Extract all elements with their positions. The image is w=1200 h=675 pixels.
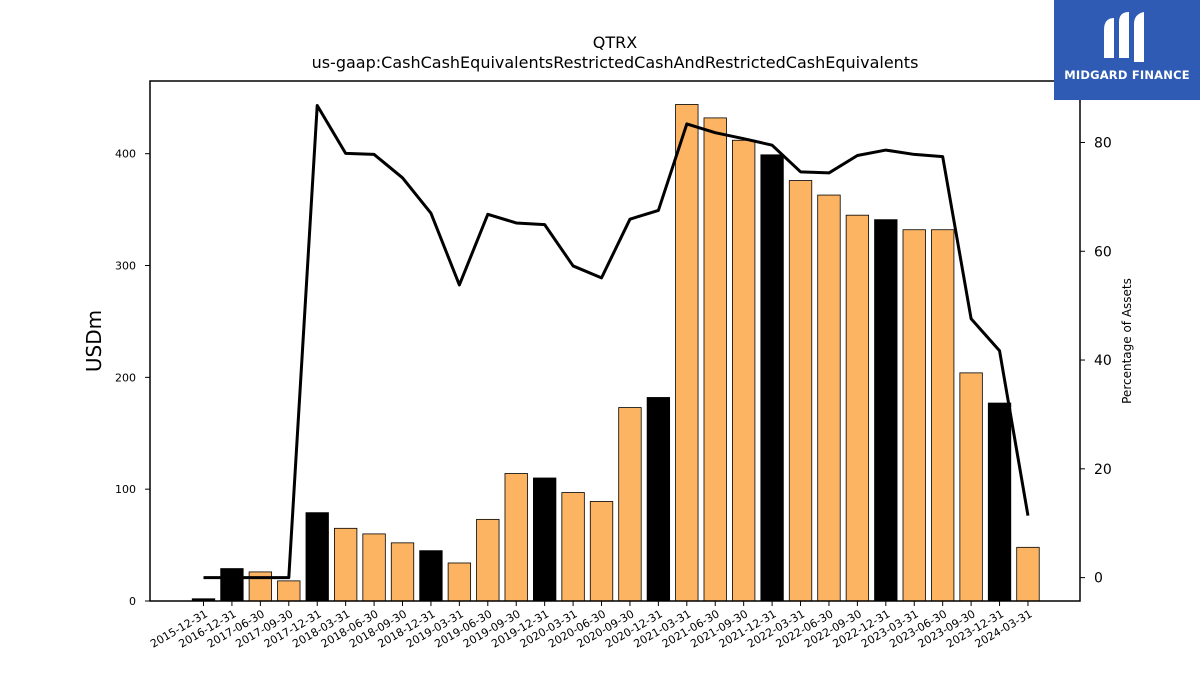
x-axis: 2015-12-312016-12-312017-06-302017-09-30… [148, 601, 1034, 651]
bar-2017-12-31 [305, 512, 329, 602]
chart-subtitle: us-gaap:CashCashEquivalentsRestrictedCas… [312, 53, 919, 72]
bar-2018-09-30 [390, 542, 415, 602]
bar-2021-12-31 [760, 154, 784, 602]
right-y-axis: 0 20 40 60 80 [1080, 135, 1112, 587]
bar-2022-09-30 [845, 214, 870, 602]
y2-tick-label: 20 [1094, 462, 1112, 478]
y-tick-label: 0 [129, 595, 136, 608]
y-tick-label: 300 [115, 260, 136, 273]
y2-tick-label: 80 [1094, 135, 1112, 151]
y-tick-label: 200 [115, 371, 136, 384]
percentage-line [203, 103, 1030, 580]
bar-2023-09-30 [959, 372, 983, 602]
bar-2019-09-30 [504, 473, 528, 602]
bar-2022-03-31 [788, 180, 813, 602]
bar-2021-09-30 [732, 139, 756, 602]
chart-title: QTRX [593, 33, 637, 52]
bar-2019-03-31 [447, 562, 472, 602]
bar-2018-12-31 [419, 550, 443, 602]
bar-2020-03-31 [561, 492, 585, 602]
bar-2020-06-30 [589, 501, 614, 602]
brand-logo: MIDGARD FINANCE [1054, 0, 1200, 100]
bar-2019-06-30 [476, 518, 500, 602]
left-y-axis: 0 100 200 300 400 [115, 148, 150, 608]
y-axis-label: USDm [82, 310, 106, 372]
bar-2023-03-31 [902, 229, 926, 602]
bar-2016-12-31 [220, 568, 244, 602]
bar-2021-06-30 [703, 117, 727, 602]
y2-axis-label: Percentage of Assets [1120, 278, 1134, 404]
logo-text: MIDGARD FINANCE [1064, 68, 1190, 82]
y-tick-label: 100 [115, 483, 136, 496]
bar-2021-03-31 [675, 104, 699, 602]
bar-2022-06-30 [817, 194, 841, 602]
bars-layer [191, 104, 1040, 602]
bar-2018-06-30 [362, 533, 386, 602]
bar-2020-12-31 [646, 397, 671, 602]
y2-tick-label: 40 [1094, 353, 1112, 369]
bar-2018-03-31 [333, 527, 358, 602]
bar-2020-09-30 [618, 407, 642, 602]
y2-tick-label: 60 [1094, 244, 1112, 260]
line-layer [203, 103, 1030, 580]
bar-2019-12-31 [533, 477, 557, 602]
bar-2023-06-30 [931, 229, 955, 602]
bar-2022-12-31 [874, 219, 898, 602]
bar-2017-09-30 [277, 580, 301, 602]
bar-2023-12-31 [987, 402, 1012, 602]
bar-2024-03-31 [1016, 546, 1040, 602]
y-tick-label: 400 [115, 148, 136, 161]
plot-frame [149, 80, 1081, 602]
logo-mark-icon [1104, 12, 1144, 62]
y2-tick-label: 0 [1094, 571, 1103, 587]
